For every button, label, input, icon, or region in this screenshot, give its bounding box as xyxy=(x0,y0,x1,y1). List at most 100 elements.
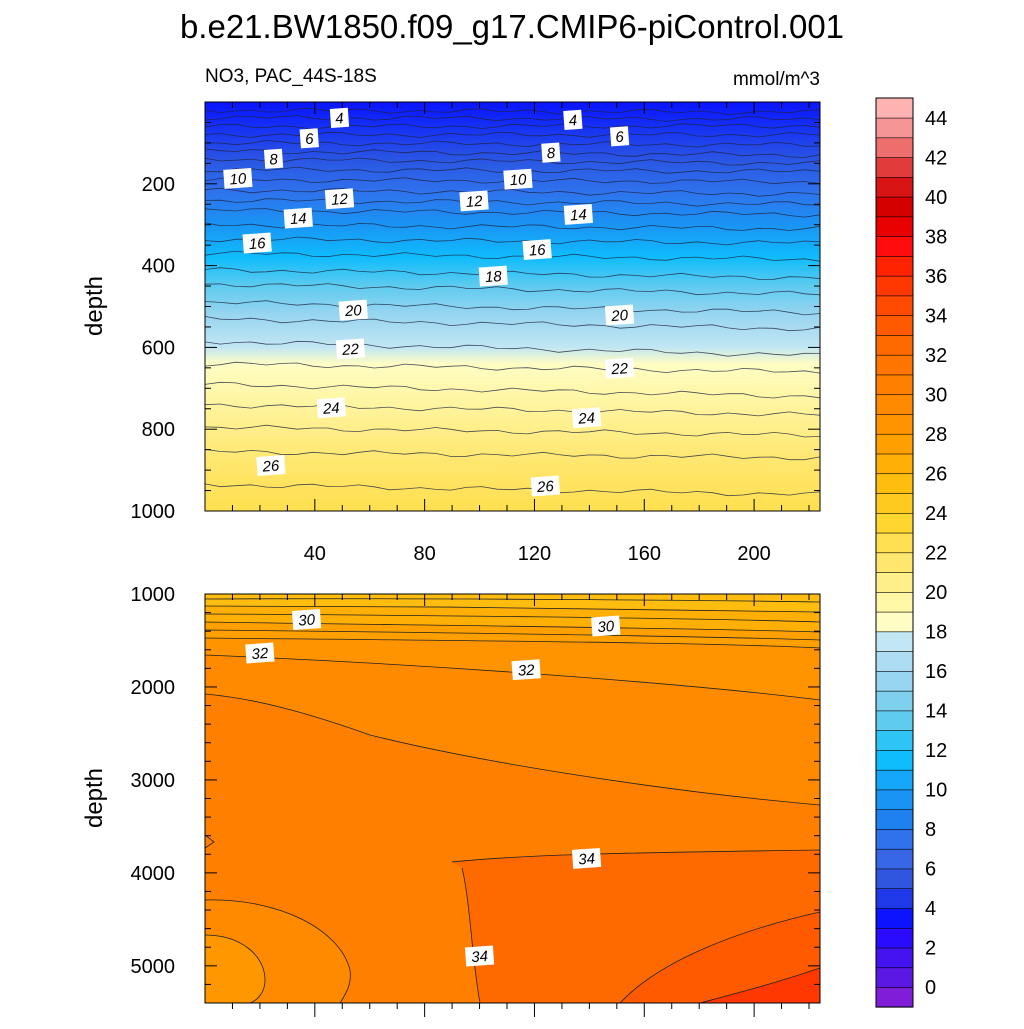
colorbar-label-4: 8 xyxy=(925,819,936,841)
lower-contour-label-1: 30 xyxy=(591,615,621,637)
upper-contour-label-2: 6 xyxy=(299,128,319,149)
upper-contour-label-box-15 xyxy=(338,299,368,321)
upper-contour-label-text-22: 26 xyxy=(536,478,555,496)
lower-region-left-inner xyxy=(205,935,265,1003)
upper-contour-label-text-9: 12 xyxy=(465,193,483,211)
upper-ytick-label-4: 1000 xyxy=(131,501,176,523)
contour-line-24 xyxy=(205,403,820,417)
lower-contour-label-text-0: 30 xyxy=(298,611,316,629)
lower-contour-label-5: 34 xyxy=(464,945,495,967)
upper-contour-label-text-4: 8 xyxy=(269,151,279,169)
upper-contour-label-16: 20 xyxy=(604,304,635,326)
upper-contour-label-10: 14 xyxy=(283,207,313,229)
lower-contour-labels: 30 30 32 32 34 34 xyxy=(245,609,621,967)
contour-line-26 xyxy=(205,448,820,461)
upper-contour-label-3: 6 xyxy=(609,126,630,147)
colorbar-box-35 xyxy=(875,295,914,316)
upper-fill xyxy=(205,102,820,511)
colorbar-box-15 xyxy=(875,690,914,712)
contour-line-4 xyxy=(205,123,820,130)
contour-line-18 xyxy=(205,283,820,296)
colorbar-label-2: 4 xyxy=(925,898,936,920)
upper-contour-label-box-5 xyxy=(541,142,561,163)
colorbar-box-8 xyxy=(875,828,914,850)
colorbar-box-44 xyxy=(875,117,914,139)
upper-contour-label-box-14 xyxy=(478,265,508,287)
lower-ylabel: depth xyxy=(81,768,108,828)
colorbar-box-23 xyxy=(875,532,914,554)
colorbar-label-22: 44 xyxy=(925,108,947,130)
upper-contour-label-text-3: 6 xyxy=(615,128,625,146)
upper-contour-label-box-21 xyxy=(256,455,286,476)
upper-contour-label-text-1: 4 xyxy=(568,112,578,130)
upper-contour-label-box-3 xyxy=(609,126,630,147)
upper-contour-label-text-21: 26 xyxy=(261,457,280,475)
contour-line-23 xyxy=(205,381,820,399)
upper-contour-label-19: 24 xyxy=(316,397,346,419)
lower-contour-label-text-2: 32 xyxy=(251,645,269,663)
lower-region-35 xyxy=(620,912,820,1003)
colorbar-box-41 xyxy=(875,176,914,198)
colorbar-label-20: 40 xyxy=(925,187,947,209)
upper-contour-label-box-18 xyxy=(604,357,635,379)
upper-ytick-label-0: 200 xyxy=(142,174,175,196)
colorbar-box-37 xyxy=(875,255,914,277)
colorbar-label-5: 10 xyxy=(925,780,947,802)
lower-ytick-label-2: 3000 xyxy=(131,770,176,792)
upper-xtick-label-1: 80 xyxy=(414,543,436,565)
upper-contour-label-15: 20 xyxy=(338,299,368,321)
colorbar-box-11 xyxy=(875,769,914,791)
colorbar-box-30 xyxy=(875,394,914,415)
colorbar-box-20 xyxy=(875,591,914,613)
colorbar-label-11: 22 xyxy=(925,543,947,565)
lower-contour-label-text-1: 30 xyxy=(597,618,615,636)
upper-contour-label-box-1 xyxy=(563,109,583,131)
colorbar-label-3: 6 xyxy=(925,859,936,881)
upper-contour-label-box-13 xyxy=(522,239,552,261)
colorbar-box-28 xyxy=(875,433,914,455)
upper-contour-label-22: 26 xyxy=(530,475,560,497)
colorbar-label-12: 24 xyxy=(925,503,947,525)
lower-contour-label-box-1 xyxy=(591,615,621,637)
upper-ylabel: depth xyxy=(81,276,108,336)
colorbar-box-9 xyxy=(875,809,914,830)
colorbar-box-2 xyxy=(875,947,914,969)
lower-ytick-label-0: 1000 xyxy=(131,584,176,606)
lower-axes: 1000 2000 3000 4000 5000 xyxy=(131,584,820,1017)
upper-contour-label-text-12: 16 xyxy=(248,235,266,253)
colorbar-label-1: 2 xyxy=(925,938,936,960)
colorbar-box-42 xyxy=(875,156,914,178)
colorbar-label-16: 32 xyxy=(925,345,947,367)
contour-line-7 xyxy=(205,148,820,158)
colorbar-box-45 xyxy=(875,97,914,119)
lower-contour-label-box-4 xyxy=(571,847,602,869)
contour-line-11 xyxy=(205,187,820,197)
colorbar-box-26 xyxy=(875,473,914,494)
upper-contour-label-box-20 xyxy=(571,407,602,429)
lower-ytick-label-4: 5000 xyxy=(131,956,176,978)
colorbar: 0246810121416182022242628303234363840424… xyxy=(875,97,947,1008)
colorbar-box-29 xyxy=(875,413,914,435)
colorbar-box-14 xyxy=(875,710,914,731)
contour-line-27 xyxy=(205,483,820,497)
colorbar-box-16 xyxy=(875,670,914,692)
upper-contour-label-box-0 xyxy=(329,107,350,129)
upper-contour-label-8: 12 xyxy=(324,188,355,210)
contour-line-22 xyxy=(205,361,820,374)
upper-contour-label-5: 8 xyxy=(541,142,561,163)
colorbar-label-9: 18 xyxy=(925,622,947,644)
colorbar-label-14: 28 xyxy=(925,424,947,446)
upper-contour-label-text-19: 24 xyxy=(321,400,340,418)
upper-contour-label-box-22 xyxy=(530,475,560,497)
figure-title: b.e21.BW1850.f09_g17.CMIP6-piControl.001 xyxy=(180,8,844,45)
upper-contour-label-box-8 xyxy=(324,188,355,210)
contour-line-15 xyxy=(205,236,820,246)
upper-contour-label-box-12 xyxy=(242,232,272,254)
contour-line-2 xyxy=(205,108,820,116)
colorbar-label-17: 34 xyxy=(925,305,947,327)
upper-contour-label-text-2: 6 xyxy=(305,130,315,148)
colorbar-label-19: 38 xyxy=(925,226,947,248)
upper-contour-label-box-6 xyxy=(223,167,253,189)
colorbar-box-31 xyxy=(875,374,914,396)
upper-contour-label-text-0: 4 xyxy=(335,110,345,128)
